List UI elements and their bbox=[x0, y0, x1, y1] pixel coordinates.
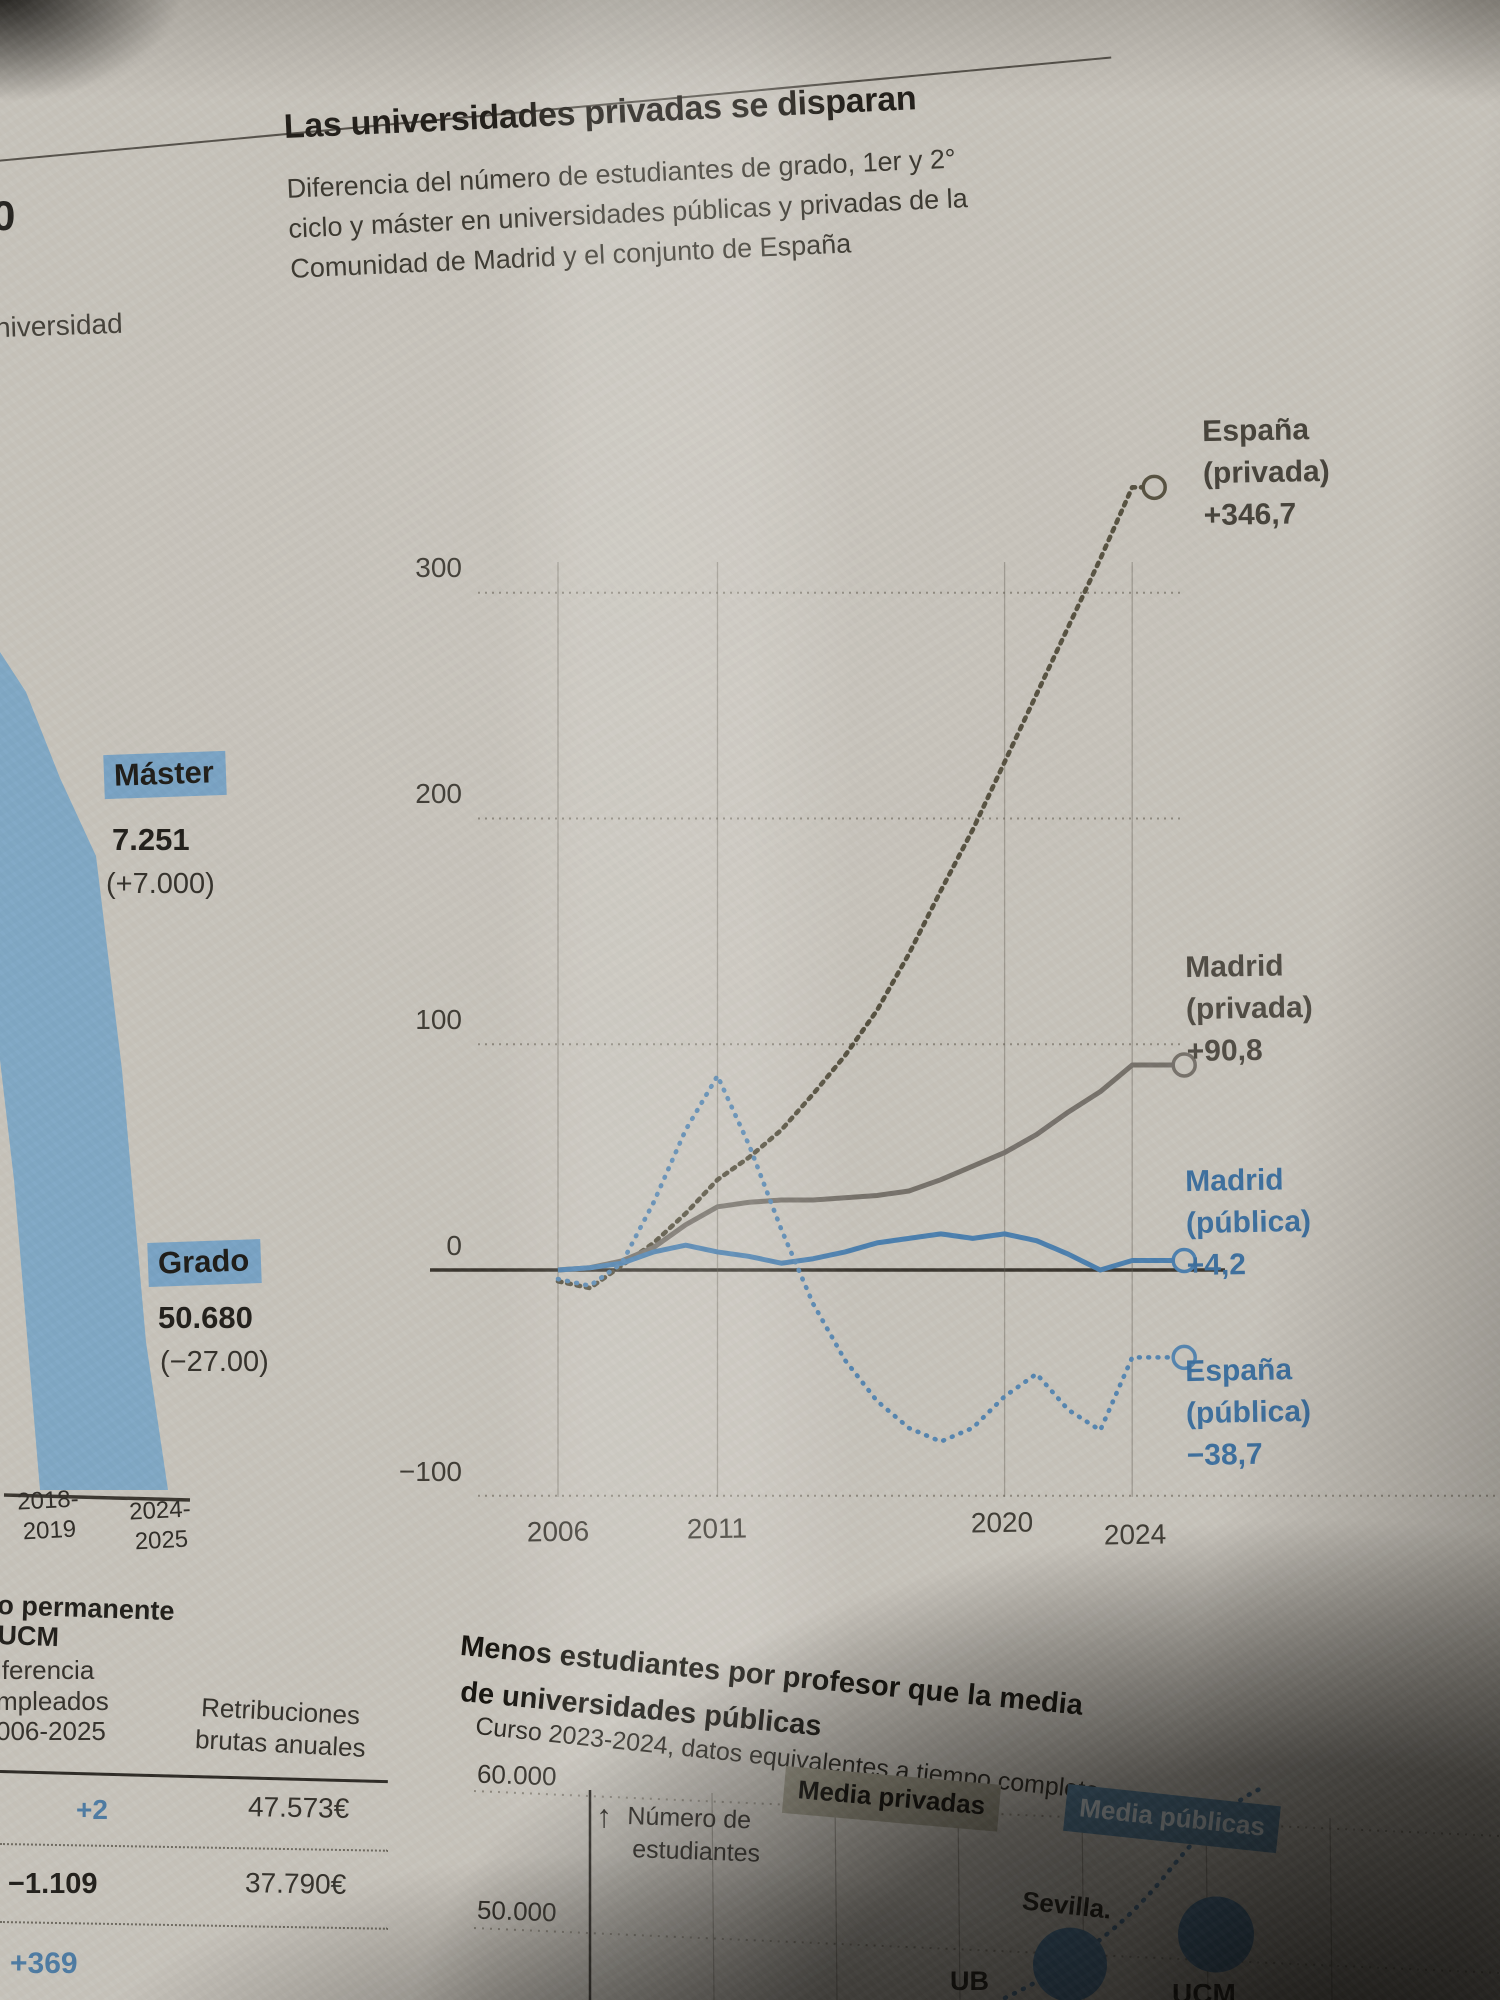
table-col1-fragment1: iferencia bbox=[0, 1655, 95, 1685]
bottom-axis-note: Número de estudiantes bbox=[626, 1800, 762, 1871]
ytick-200: 200 bbox=[415, 778, 462, 809]
xtick-2006: 2006 bbox=[526, 1515, 590, 1548]
legend-espana-publica-value: −38,7 bbox=[1186, 1437, 1263, 1473]
grado-value: 50.680 bbox=[158, 1300, 253, 1335]
scatter-dot-ucm bbox=[1178, 1896, 1254, 1973]
left-xlabel-2018-2019: 2018- 2019 bbox=[16, 1484, 80, 1547]
left-xlabel-2019: 2019 bbox=[22, 1515, 77, 1546]
bottom-axis-note-line2: estudiantes bbox=[631, 1835, 761, 1868]
legend-madrid-publica: Madrid (pública) +4,2 bbox=[1185, 1159, 1312, 1287]
table-row2-delta: −1.109 bbox=[8, 1868, 98, 1900]
table-col1-fragment3: 006-2025 bbox=[0, 1716, 106, 1746]
grado-delta: (−27.00) bbox=[160, 1346, 269, 1378]
ytick-0: 0 bbox=[446, 1230, 462, 1261]
ytick-100: 100 bbox=[415, 1004, 462, 1035]
master-highlight-label: Máster bbox=[103, 750, 227, 800]
scatter-dot-sevilla bbox=[1033, 1927, 1107, 2000]
legend-madrid-publica-name: Madrid bbox=[1184, 1163, 1284, 1199]
legend-espana-privada-value: +346,7 bbox=[1203, 497, 1297, 533]
ytick-300: 300 bbox=[415, 552, 462, 583]
table-col1-fragment2: mpleados bbox=[0, 1686, 109, 1716]
legend-espana-publica-type: (pública) bbox=[1185, 1394, 1312, 1431]
bottom-ytick-60000: 60.000 bbox=[476, 1758, 558, 1792]
legend-madrid-privada-value: +90,8 bbox=[1186, 1033, 1263, 1069]
legend-madrid-publica-type: (pública) bbox=[1185, 1204, 1312, 1241]
table-row1-salary: 47.573€ bbox=[247, 1791, 350, 1824]
xtick-2024: 2024 bbox=[1103, 1518, 1167, 1551]
bottom-axis-note-line1: Número de bbox=[626, 1801, 752, 1835]
point-label-ucm: UCM bbox=[1172, 1978, 1236, 2000]
left-xlabel-2018: 2018- bbox=[16, 1485, 80, 1516]
table-row2-salary: 37.790€ bbox=[244, 1867, 347, 1900]
point-label-ub: UB bbox=[950, 1966, 989, 1996]
grado-highlight-label: Grado bbox=[147, 1239, 263, 1287]
legend-madrid-privada-name: Madrid bbox=[1184, 949, 1284, 985]
left-xlabel-2025: 2025 bbox=[134, 1525, 189, 1556]
legend-espana-privada-type: (privada) bbox=[1202, 454, 1330, 491]
master-delta: (+7.000) bbox=[106, 868, 215, 900]
bottom-ytick-50000: 50.000 bbox=[476, 1894, 558, 1928]
legend-madrid-publica-value: +4,2 bbox=[1186, 1248, 1247, 1283]
legend-espana-privada: España (privada) +346,7 bbox=[1202, 409, 1331, 537]
legend-madrid-privada: Madrid (privada) +90,8 bbox=[1185, 945, 1314, 1073]
master-value: 7.251 bbox=[112, 822, 190, 857]
legend-madrid-privada-type: (privada) bbox=[1185, 990, 1313, 1027]
legend-espana-publica: España (pública) −38,7 bbox=[1185, 1349, 1312, 1477]
xtick-2020: 2020 bbox=[970, 1506, 1034, 1539]
left-xlabel-2024: 2024- bbox=[128, 1495, 192, 1526]
left-xlabel-2024-2025: 2024- 2025 bbox=[128, 1494, 192, 1557]
legend-espana-privada-name: España bbox=[1201, 413, 1310, 449]
table-row3-delta: +369 bbox=[10, 1947, 78, 1980]
table-header-line2: UCM bbox=[0, 1620, 60, 1653]
ytick-minus100: −100 bbox=[398, 1456, 462, 1487]
up-arrow-icon: ↑ bbox=[596, 1798, 612, 1834]
legend-espana-publica-name: España bbox=[1184, 1353, 1293, 1389]
table-row1-delta: +2 bbox=[76, 1794, 108, 1825]
xtick-2011: 2011 bbox=[686, 1512, 748, 1545]
